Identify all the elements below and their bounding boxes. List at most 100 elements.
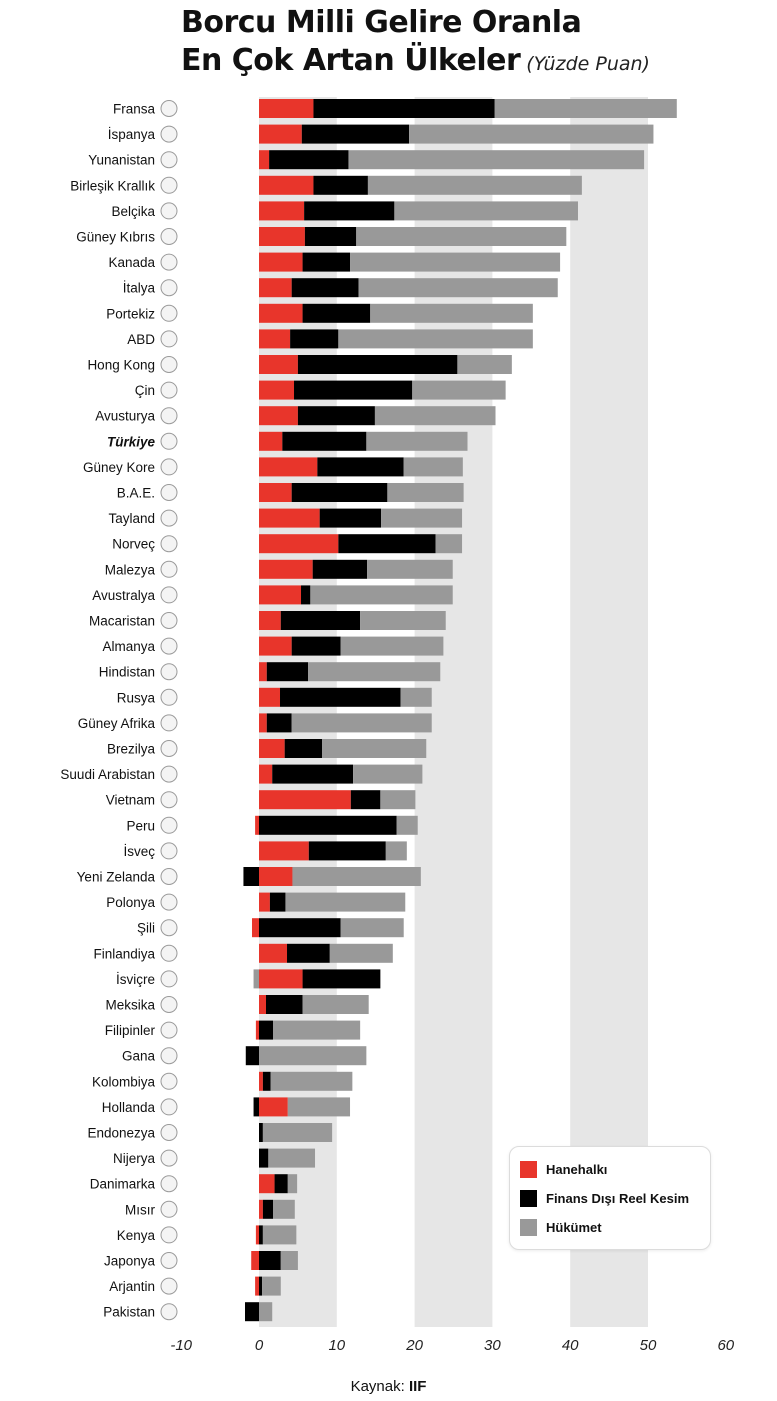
bar-segment <box>269 892 286 912</box>
bar-segment <box>259 918 341 938</box>
category-label: Malezya <box>105 562 156 577</box>
bar-segment <box>380 790 416 810</box>
bar-segment <box>259 150 270 170</box>
bar-segment <box>251 918 259 938</box>
flag-icon <box>160 1277 178 1295</box>
flag-icon <box>160 1021 178 1039</box>
bar-segment <box>412 380 506 400</box>
category-label: Peru <box>126 818 155 833</box>
category-label: Belçika <box>111 204 155 219</box>
bar-segment <box>255 815 259 835</box>
bar-segment <box>262 1276 281 1296</box>
bar-segment <box>381 508 463 528</box>
bar-segment <box>255 1276 259 1296</box>
bar-segment <box>259 1302 273 1322</box>
bar-segment <box>255 1225 259 1245</box>
bar-segment <box>266 662 309 682</box>
flag-icon <box>160 330 178 348</box>
category-label: Kenya <box>117 1228 156 1243</box>
category-label: Almanya <box>102 639 155 654</box>
bar-segment <box>282 431 367 451</box>
bar-segment <box>259 943 288 963</box>
flag-icon <box>160 1047 178 1065</box>
bar-segment <box>266 713 292 733</box>
flag-icon <box>160 663 178 681</box>
chart-title-line-1: Borcu Milli Gelire Oranla <box>181 5 582 40</box>
bar-segment <box>319 508 382 528</box>
bar-segment <box>259 380 295 400</box>
flag-icons <box>160 100 178 1321</box>
bar-segment <box>310 585 453 605</box>
bar-segment <box>259 815 397 835</box>
bar-segment <box>304 227 357 246</box>
bar-segment <box>302 969 381 989</box>
category-label: Çin <box>135 383 155 398</box>
flag-icon <box>160 458 178 476</box>
bar-segment <box>259 739 285 758</box>
bar-segment <box>259 201 305 221</box>
bar-segment <box>294 380 413 400</box>
category-label: Avusturya <box>95 409 155 424</box>
bar-segment <box>259 892 270 912</box>
category-label: Hong Kong <box>87 358 155 373</box>
bar-segment <box>301 585 311 605</box>
flag-icon <box>160 791 178 809</box>
bar-segment <box>259 1276 263 1296</box>
category-labels: Fransa İspanya Yunanistan Birleşik Krallık B… <box>60 102 155 1320</box>
x-tick-label: 60 <box>717 1337 734 1354</box>
bar-segment <box>259 1020 274 1040</box>
flag-icon <box>160 381 178 399</box>
flag-icon <box>160 816 178 834</box>
bar-segment <box>259 227 305 246</box>
source-value: IIF <box>408 1378 427 1395</box>
flag-icon <box>160 228 178 245</box>
bar-segment <box>245 1046 259 1066</box>
bar-segment <box>259 483 292 502</box>
category-label: İspanya <box>108 127 156 142</box>
bar-segment <box>259 1251 281 1270</box>
bar-segment <box>259 1097 288 1117</box>
bar-segment <box>394 201 578 221</box>
bar-segment <box>259 1046 367 1066</box>
legend-label-government: Hükümet <box>546 1219 602 1235</box>
bar-segment <box>367 559 453 579</box>
source-label: Kaynak: <box>350 1378 405 1395</box>
category-label: Finlandiya <box>93 946 155 961</box>
bar-segment <box>262 1123 333 1142</box>
bar-segment <box>259 611 281 630</box>
bar-segment <box>494 99 677 118</box>
category-label: Güney Kıbrıs <box>76 230 155 245</box>
bar-segment <box>360 611 446 630</box>
category-label: Türkiye <box>107 434 156 449</box>
legend-item-government: Hükümet <box>520 1217 602 1237</box>
flag-icon <box>160 586 178 604</box>
flag-icon <box>160 560 178 578</box>
bar-segment <box>312 559 368 579</box>
flag-icon <box>160 868 178 885</box>
legend-swatch-government <box>520 1218 537 1236</box>
legend-item-household: Hanehalkı <box>520 1159 607 1179</box>
flag-icon <box>160 356 178 373</box>
bar-segment <box>287 1097 351 1117</box>
bar-segment <box>259 124 302 144</box>
chart-subtitle: (Yüzde Puan) <box>526 53 650 75</box>
bar-segment <box>366 431 468 451</box>
bar-segment <box>356 227 567 246</box>
flag-icon <box>160 740 178 757</box>
bar-segment <box>338 329 533 349</box>
bar-segment <box>273 1020 361 1040</box>
flag-icon <box>160 100 178 117</box>
category-label: Portekiz <box>106 306 155 321</box>
category-label: İtalya <box>123 281 156 296</box>
bar-segment <box>268 1148 316 1168</box>
category-label: Vietnam <box>106 793 155 808</box>
flag-icon <box>160 637 178 655</box>
bar-segment <box>304 201 395 221</box>
flag-icon <box>160 944 178 962</box>
category-label: İsviçre <box>116 972 155 987</box>
bar-segment <box>367 175 582 195</box>
category-label: Meksika <box>105 998 155 1013</box>
bar-segment <box>259 175 314 195</box>
bar-segment <box>291 483 388 502</box>
bar-segment <box>259 559 313 579</box>
